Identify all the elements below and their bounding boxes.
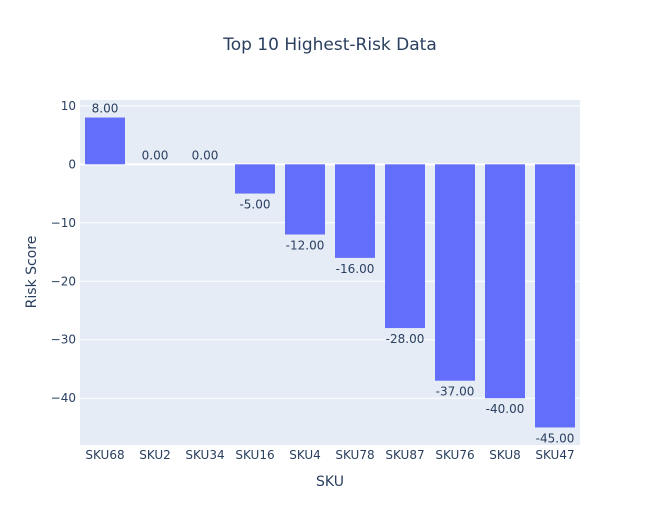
x-tick-label: SKU34 <box>185 448 224 462</box>
x-tick-label: SKU87 <box>385 448 424 462</box>
data-label-sku4: -12.00 <box>286 238 325 252</box>
y-tick-label: −40 <box>51 391 76 405</box>
data-label-sku34: 0.00 <box>192 148 219 162</box>
bar-sku68 <box>85 117 125 165</box>
y-axis-ticks: 10 0 −10 −20 −30 −40 <box>51 99 76 405</box>
bars <box>85 117 575 428</box>
bar-sku16 <box>235 164 275 194</box>
bar-sku87 <box>385 164 425 329</box>
bar-sku78 <box>335 164 375 258</box>
y-axis-title: Risk Score <box>24 236 40 309</box>
y-tick-label: −20 <box>51 274 76 288</box>
y-tick-label: 0 <box>68 157 76 171</box>
data-label-sku76: -37.00 <box>436 385 475 399</box>
data-label-sku47: -45.00 <box>536 431 575 445</box>
data-label-sku2: 0.00 <box>142 148 169 162</box>
x-tick-label: SKU2 <box>139 448 171 462</box>
x-tick-label: SKU8 <box>489 448 521 462</box>
chart-title: Top 10 Highest-Risk Data <box>222 35 437 55</box>
y-tick-label: 10 <box>61 99 76 113</box>
y-tick-label: −30 <box>51 333 76 347</box>
bar-sku4 <box>285 164 325 235</box>
bar-sku8 <box>485 164 525 399</box>
bar-sku76 <box>435 164 475 381</box>
x-tick-label: SKU68 <box>85 448 124 462</box>
data-label-sku16: -5.00 <box>239 198 270 212</box>
data-label-sku8: -40.00 <box>486 402 525 416</box>
data-labels: 8.00 0.00 0.00 -5.00 -12.00 -16.00 -28.00 -37.0… <box>92 102 575 446</box>
data-label-sku87: -28.00 <box>386 332 425 346</box>
x-tick-label: SKU16 <box>235 448 274 462</box>
y-tick-label: −10 <box>51 216 76 230</box>
x-tick-label: SKU47 <box>535 448 574 462</box>
x-axis-title: SKU <box>316 474 344 490</box>
data-label-sku78: -16.00 <box>336 262 375 276</box>
x-tick-label: SKU4 <box>289 448 321 462</box>
x-tick-label: SKU78 <box>335 448 374 462</box>
bar-sku47 <box>535 164 575 428</box>
data-label-sku68: 8.00 <box>92 102 119 116</box>
x-axis-ticks: SKU68 SKU2 SKU34 SKU16 SKU4 SKU78 SKU87 SKU76 SK… <box>85 448 574 462</box>
x-tick-label: SKU76 <box>435 448 474 462</box>
